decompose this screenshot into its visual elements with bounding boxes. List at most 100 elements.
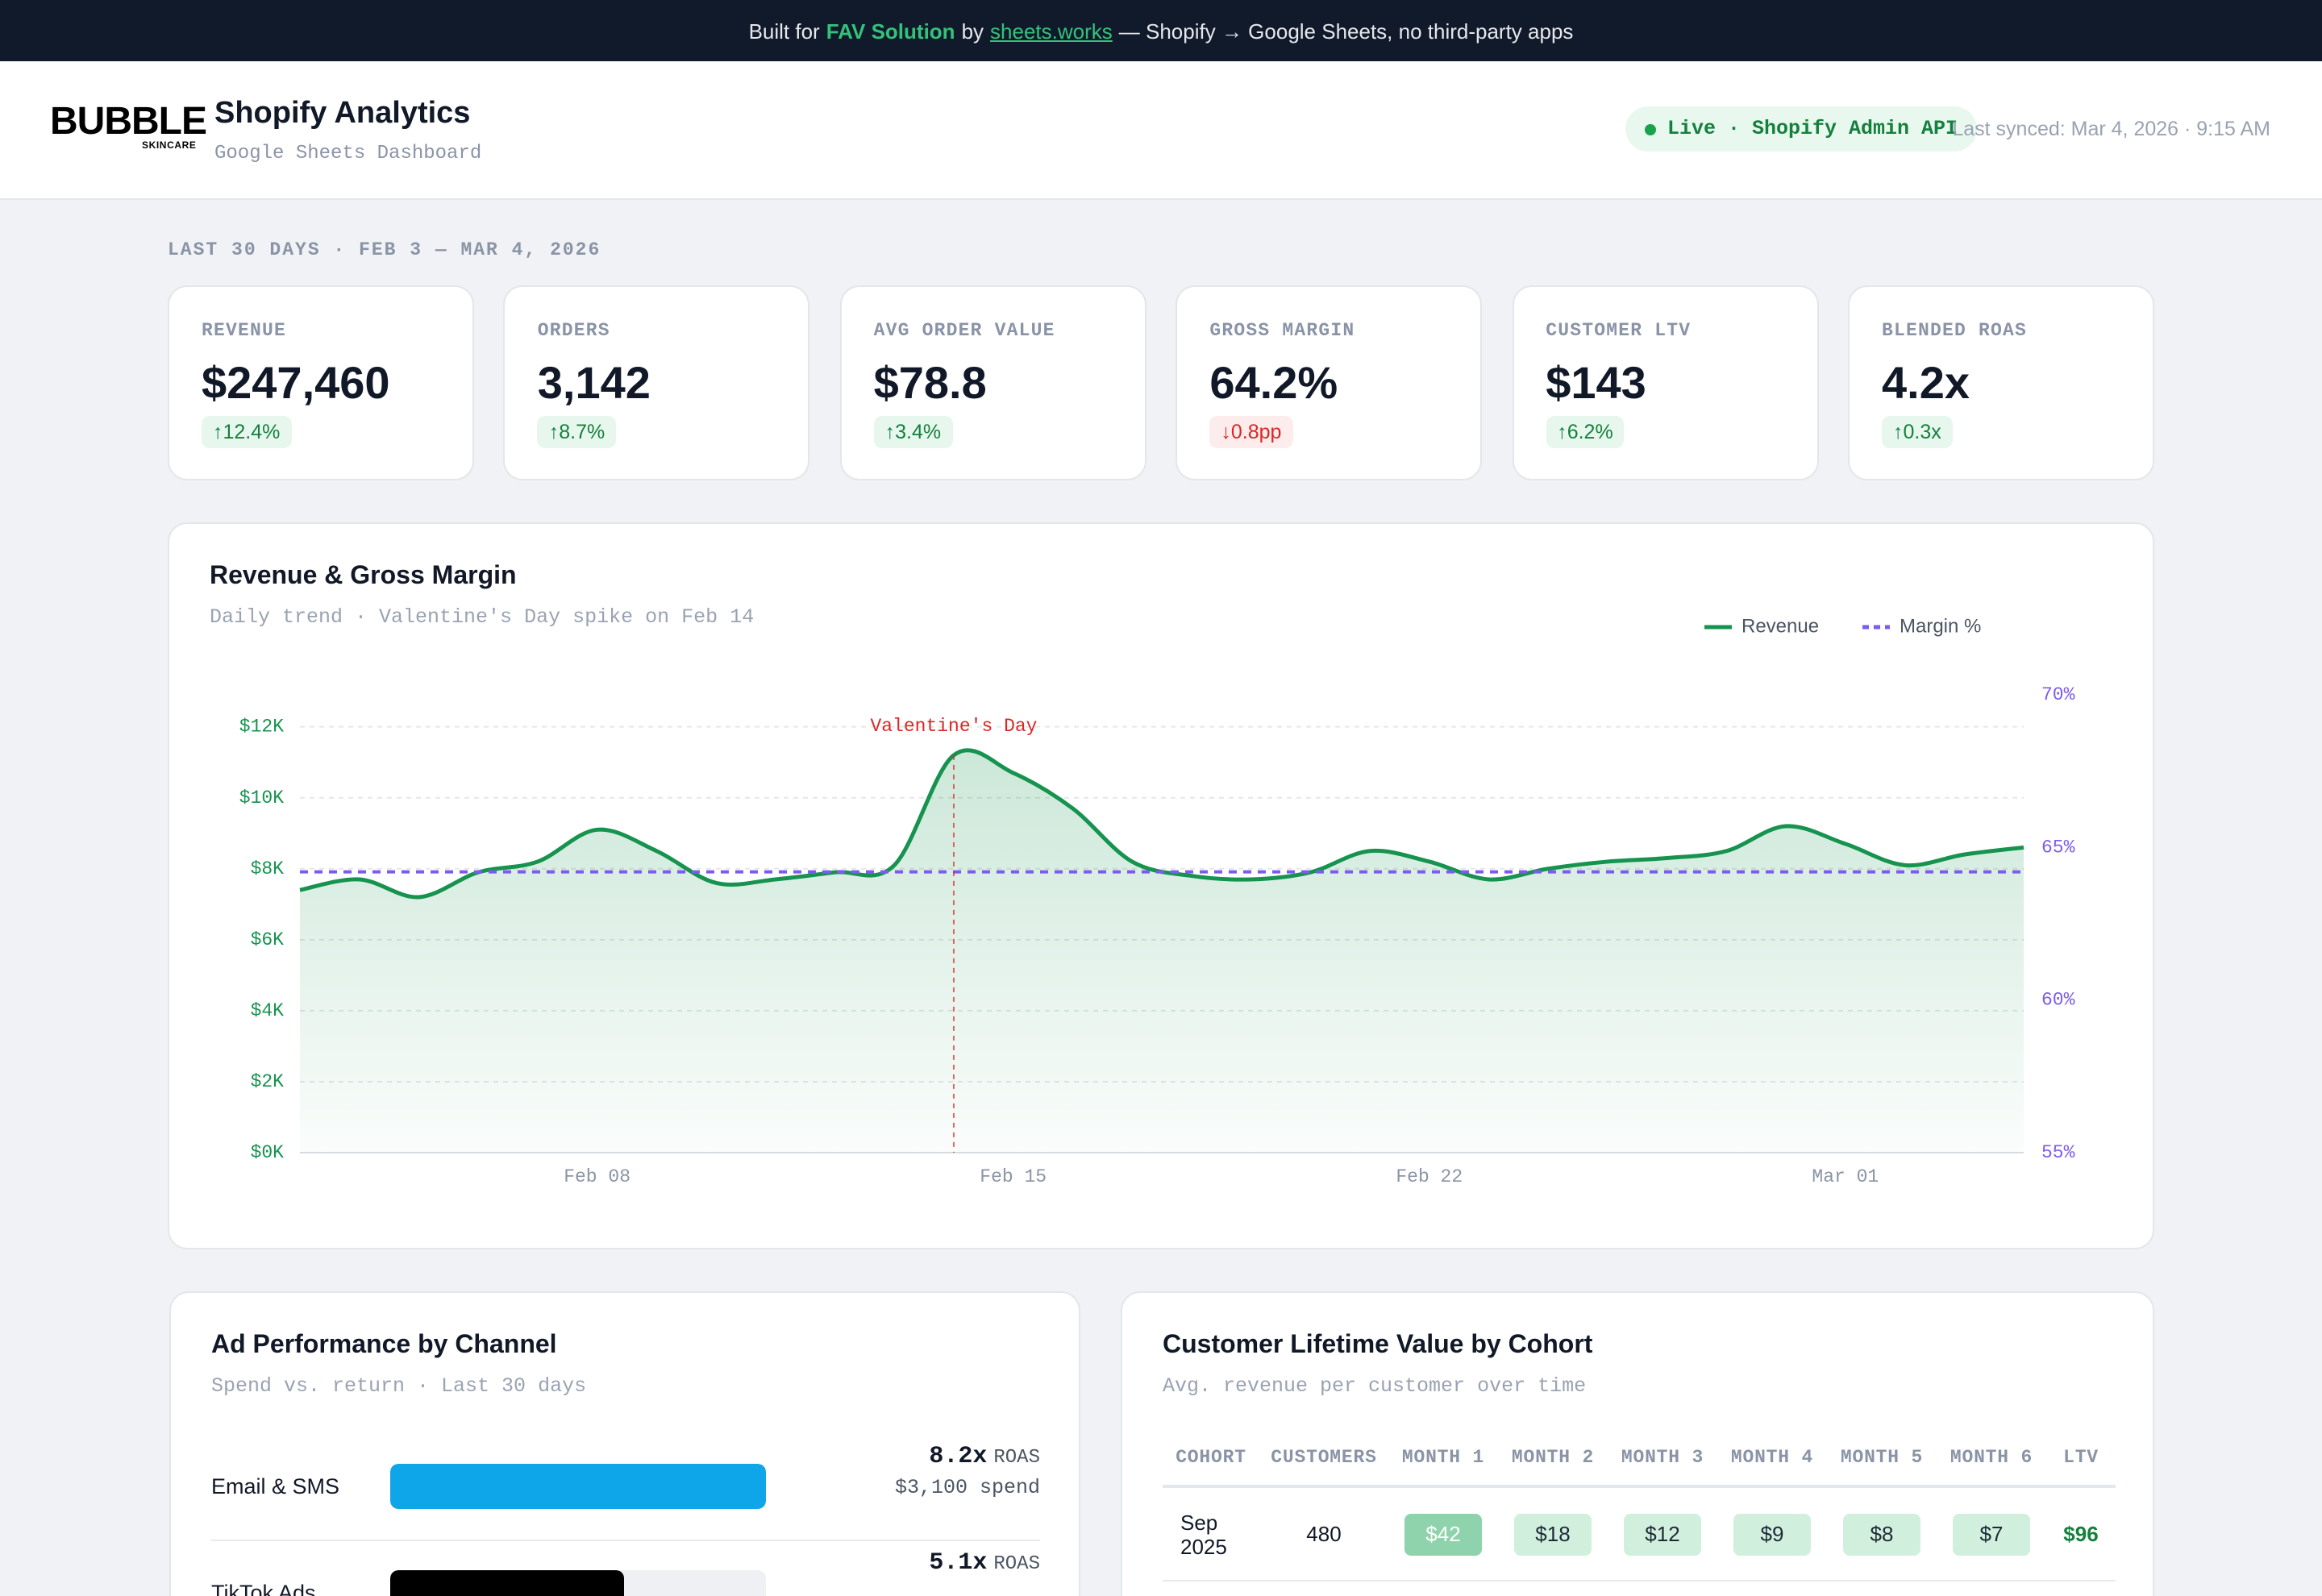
row-separator xyxy=(211,1540,1040,1541)
kpi-card: BLENDED ROAS 4.2x ↑0.3x xyxy=(1848,285,2154,480)
y-tick-label: $2K xyxy=(251,1071,285,1092)
kpi-value: 3,142 xyxy=(537,358,651,408)
spend: $3,100 spend xyxy=(894,1477,1040,1499)
roas-unit: ROAS xyxy=(993,1552,1040,1575)
kpi-label: BLENDED ROAS xyxy=(1882,321,2028,342)
app-subtitle: Google Sheets Dashboard xyxy=(214,142,482,164)
chart-subtitle: Daily trend · Valentine's Day spike on F… xyxy=(210,606,755,629)
table-header: COHORT CUSTOMERS MONTH 1 MONTH 2 MONTH 3 MONT… xyxy=(1163,1430,2116,1488)
roas: 5.1x ROAS xyxy=(929,1548,1040,1577)
x-tick-label: Feb 22 xyxy=(1396,1166,1463,1187)
bar xyxy=(390,1464,766,1509)
table-row: Sep 2025 480 $42 $18 $12 $9 $8 $7 $96 xyxy=(1163,1486,2116,1581)
kpi-label: REVENUE xyxy=(202,321,287,342)
bar xyxy=(390,1570,624,1596)
heat-cell: $42 xyxy=(1404,1513,1482,1555)
column-header: MONTH 4 xyxy=(1717,1430,1827,1488)
logo: BUBBLE xyxy=(50,100,207,143)
column-header: MONTH 5 xyxy=(1827,1430,1937,1488)
y-tick-label: $0K xyxy=(251,1142,285,1163)
period-label: LAST 30 DAYS · FEB 3 — MAR 4, 2026 xyxy=(168,240,601,261)
bar-track xyxy=(390,1464,766,1509)
column-header: MONTH 2 xyxy=(1498,1430,1608,1488)
banner-brand: FAV Solution xyxy=(826,19,955,43)
y-tick-label: $6K xyxy=(251,929,285,950)
legend-label: Revenue xyxy=(1742,615,1819,637)
y-tick-label: $10K xyxy=(239,788,284,808)
banner-text: by xyxy=(961,19,984,43)
roas-unit: ROAS xyxy=(993,1446,1040,1469)
channel-name: Email & SMS xyxy=(211,1474,340,1498)
kpi-value: $143 xyxy=(1546,358,1646,408)
logo-sub: SKINCARE xyxy=(142,142,197,152)
x-tick-label: Feb 15 xyxy=(980,1166,1047,1187)
table-cell: $9 xyxy=(1717,1486,1827,1581)
kpi-delta: ↑0.3x xyxy=(1882,416,1953,448)
x-tick-label: Feb 08 xyxy=(564,1166,630,1187)
column-header: COHORT xyxy=(1163,1430,1259,1488)
kpi-card: ORDERS 3,142 ↑8.7% xyxy=(503,285,810,480)
annotation: Valentine's Day xyxy=(870,716,1037,737)
chart-title: Revenue & Gross Margin xyxy=(210,563,517,590)
roas: 8.2x ROAS xyxy=(929,1441,1040,1470)
kpi-card: GROSS MARGIN 64.2% ↓0.8pp xyxy=(1176,285,1483,480)
y2-tick-label: 60% xyxy=(2041,990,2075,1011)
cohort-table: COHORT CUSTOMERS MONTH 1 MONTH 2 MONTH 3 MONT… xyxy=(1163,1430,2116,1581)
heat-cell: $8 xyxy=(1843,1513,1920,1555)
card-title: Ad Performance by Channel xyxy=(211,1332,557,1359)
column-header: LTV xyxy=(2046,1430,2116,1488)
cohort-card: Customer Lifetime Value by Cohort Avg. r… xyxy=(1121,1291,2154,1596)
bar-track xyxy=(390,1570,766,1596)
card-subtitle: Avg. revenue per customer over time xyxy=(1163,1375,1587,1398)
column-header: CUSTOMERS xyxy=(1259,1430,1388,1488)
table-cell: $42 xyxy=(1388,1486,1498,1581)
column-header: MONTH 6 xyxy=(1937,1430,2046,1488)
kpi-label: GROSS MARGIN xyxy=(1209,321,1355,342)
heat-cell: $9 xyxy=(1733,1513,1811,1555)
chart-card: Revenue & Gross Margin Daily trend · Val… xyxy=(168,522,2154,1249)
card-title: Customer Lifetime Value by Cohort xyxy=(1163,1332,1593,1359)
column-header: MONTH 1 xyxy=(1388,1430,1498,1488)
kpi-delta: ↑6.2% xyxy=(1546,416,1625,448)
area xyxy=(300,750,2024,1153)
kpi-value: 64.2% xyxy=(1209,358,1338,408)
banner-text: — Shopify → Google Sheets, no third-part… xyxy=(1118,19,1574,43)
y-tick-label: $8K xyxy=(251,858,285,879)
kpi-value: 4.2x xyxy=(1882,358,1970,408)
kpi-delta: ↑12.4% xyxy=(202,416,292,448)
last-synced: Last synced: Mar 4, 2026 · 9:15 AM xyxy=(1952,118,2270,140)
kpi-delta: ↑3.4% xyxy=(873,416,953,448)
status-dot xyxy=(1645,123,1656,135)
table-cell: $12 xyxy=(1608,1486,1717,1581)
status-text: Live · Shopify Admin API xyxy=(1667,118,1958,140)
legend-label: Margin % xyxy=(1900,615,1981,637)
table-cell: $96 xyxy=(2046,1486,2116,1581)
line xyxy=(299,748,2024,900)
y2-tick-label: 70% xyxy=(2041,684,2075,705)
heat-cell: $12 xyxy=(1624,1513,1701,1555)
x-tick-label: Mar 01 xyxy=(1812,1166,1879,1187)
heat-cell: $18 xyxy=(1514,1513,1592,1555)
column-header: MONTH 3 xyxy=(1608,1430,1717,1488)
banner-link[interactable]: sheets.works xyxy=(990,19,1113,43)
header: BUBBLE SKINCARE Shopify Analytics Google… xyxy=(0,61,2322,200)
y2-tick-label: 65% xyxy=(2041,837,2075,858)
table-cell: 480 xyxy=(1259,1486,1388,1581)
channel-name: TikTok Ads xyxy=(211,1581,316,1596)
roas-value: 8.2x xyxy=(929,1443,988,1470)
kpi-delta: ↑8.7% xyxy=(537,416,617,448)
kpi-card: AVG ORDER VALUE $78.8 ↑3.4% xyxy=(839,285,1146,480)
table-cell: Sep 2025 xyxy=(1163,1486,1259,1581)
table-body: Sep 2025 480 $42 $18 $12 $9 $8 $7 $96 xyxy=(1163,1486,2116,1581)
kpi-card: REVENUE $247,460 ↑12.4% xyxy=(168,285,474,480)
chart: $0K $2K $4K $6K $8K $10K $12K 55% 60% 65% 70% Feb 0… xyxy=(239,615,2075,1187)
table-cell: $7 xyxy=(1937,1486,2046,1581)
kpi-label: CUSTOMER LTV xyxy=(1546,321,1692,342)
kpi-label: AVG ORDER VALUE xyxy=(873,321,1055,342)
table-cell: $18 xyxy=(1498,1486,1608,1581)
y2-tick-label: 55% xyxy=(2041,1142,2075,1163)
card-subtitle: Spend vs. return · Last 30 days xyxy=(211,1375,587,1398)
